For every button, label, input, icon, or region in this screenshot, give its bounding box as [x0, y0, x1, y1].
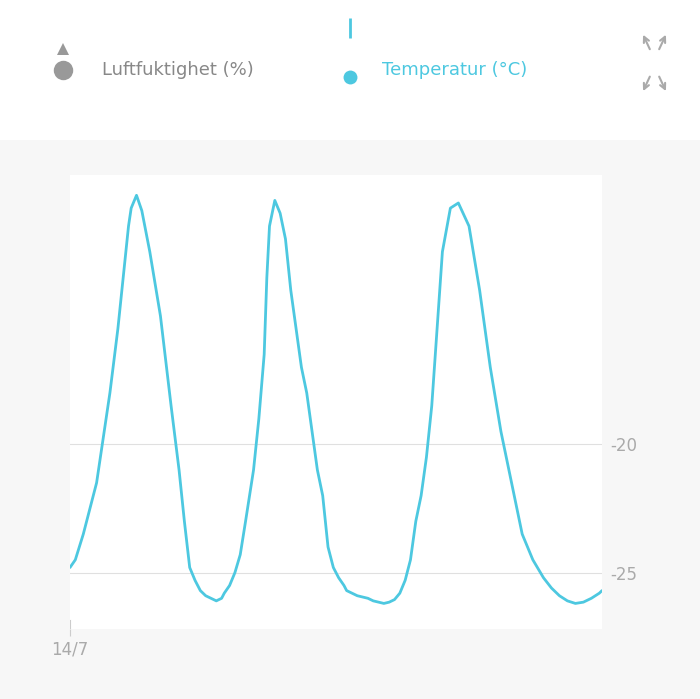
Text: Luftfuktighet (%): Luftfuktighet (%) — [102, 61, 253, 79]
Text: Temperatur (°C): Temperatur (°C) — [382, 61, 526, 79]
